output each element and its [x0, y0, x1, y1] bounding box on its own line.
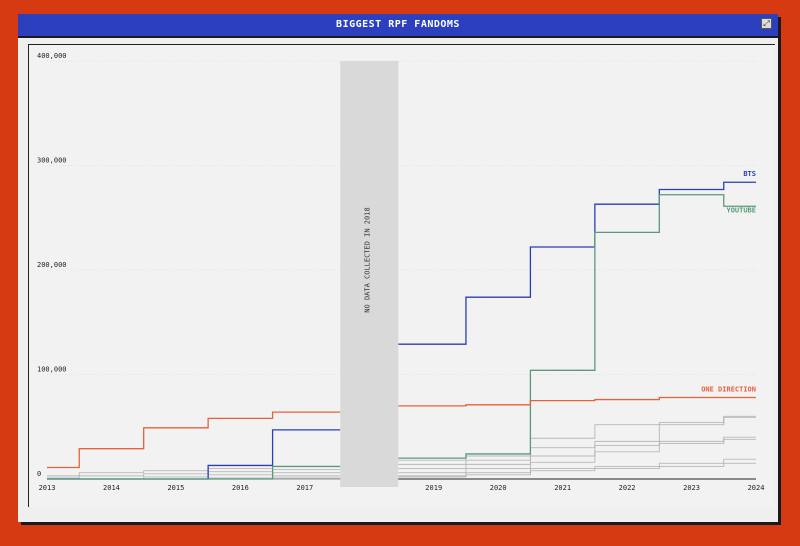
- no-data-band: [340, 61, 399, 487]
- x-tick-label: 2024: [748, 484, 765, 492]
- x-tick-label: 2014: [103, 484, 120, 492]
- x-tick-label: 2020: [490, 484, 507, 492]
- series-line-youtube: [398, 194, 756, 459]
- chart-area: 0 100,000 200,000 300,000 400,000 2013 2014 201…: [28, 44, 775, 507]
- chart-window: BIGGEST RPF FANDOMS ⤢ 0 100,000 200,000 300…: [18, 14, 778, 522]
- y-tick-label: 300,000: [37, 157, 67, 165]
- x-tick-label: 2019: [425, 484, 442, 492]
- y-tick-label: 200,000: [37, 261, 67, 269]
- series-line-other: [398, 436, 756, 469]
- y-tick-label: 100,000: [37, 366, 67, 374]
- series-line-other: [47, 466, 341, 477]
- series-line-youtube: [47, 465, 341, 480]
- x-tick-label: 2016: [232, 484, 249, 492]
- x-tick-label: 2015: [167, 484, 184, 492]
- series-line-one-direction: [398, 396, 756, 407]
- series-line-bts: [47, 429, 341, 480]
- x-tick-label: 2017: [296, 484, 313, 492]
- series-line-bts: [398, 181, 756, 345]
- x-tick-label: 2022: [619, 484, 636, 492]
- series-label: BTS: [743, 170, 756, 178]
- series-line-other: [398, 438, 756, 474]
- series-label: YOUTUBE: [726, 206, 756, 214]
- series-label: ONE DIRECTION: [701, 385, 756, 393]
- series-line-other: [398, 416, 756, 461]
- title-bar[interactable]: BIGGEST RPF FANDOMS ⤢: [18, 14, 778, 38]
- series-line-other: [398, 415, 756, 465]
- window-title: BIGGEST RPF FANDOMS: [336, 19, 460, 30]
- series-line-one-direction: [47, 411, 341, 469]
- series-line-other: [398, 458, 756, 477]
- y-tick-label: 400,000: [37, 52, 67, 60]
- x-tick-label: 2023: [683, 484, 700, 492]
- no-data-label: NO DATA COLLECTED IN 2018: [363, 207, 371, 312]
- x-tick-label: 2021: [554, 484, 571, 492]
- x-tick-label: 2013: [39, 484, 56, 492]
- step-line-chart: 0 100,000 200,000 300,000 400,000 2013 2014 201…: [37, 52, 765, 492]
- series-line-other: [398, 462, 756, 478]
- resize-icon[interactable]: ⤢: [761, 18, 772, 29]
- y-tick-label: 0: [37, 470, 41, 478]
